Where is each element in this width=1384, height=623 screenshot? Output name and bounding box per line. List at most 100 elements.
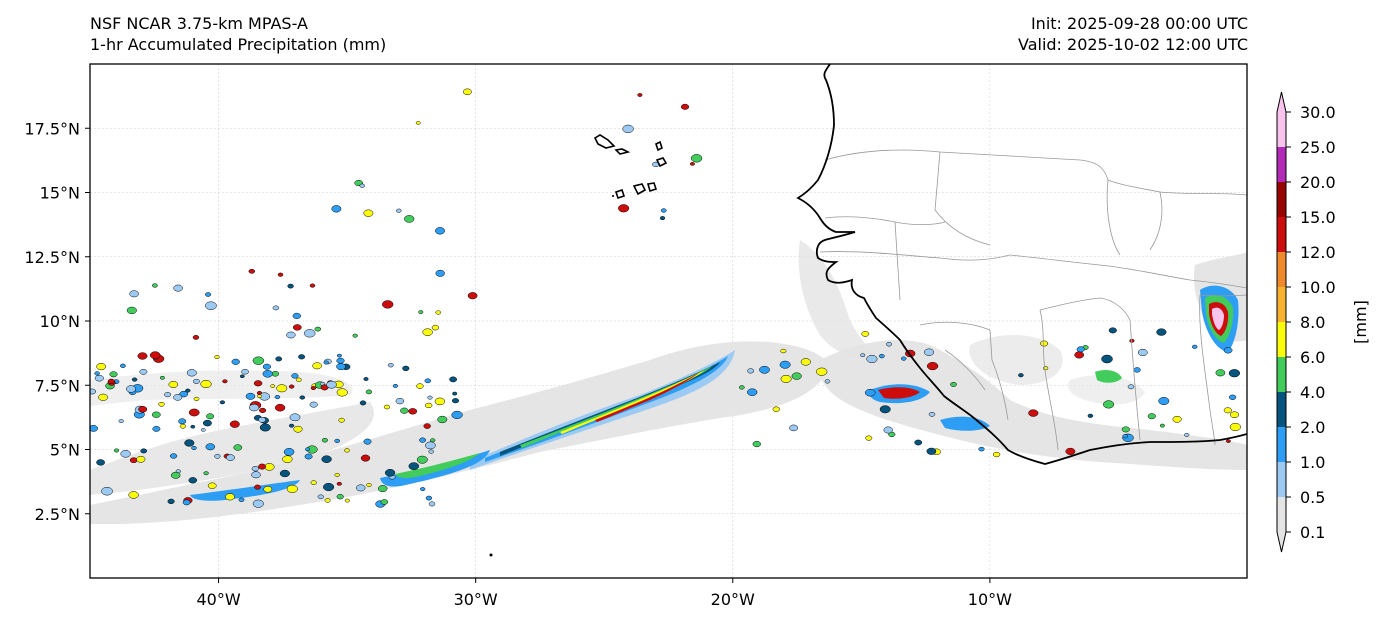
precip-cell <box>336 357 345 364</box>
precip-cell <box>314 326 322 332</box>
precip-cell <box>295 377 302 382</box>
lat-tick-label: 15°N <box>40 184 80 203</box>
precip-cell <box>321 455 332 463</box>
precip-cell <box>101 486 113 496</box>
precip-cell <box>422 328 433 336</box>
precip-cell <box>437 415 448 424</box>
precip-cell <box>824 379 831 384</box>
precip-cell <box>185 388 191 393</box>
precip-cell <box>159 375 165 380</box>
colorbar-tick-label: 20.0 <box>1300 173 1336 192</box>
precip-cell <box>309 401 318 408</box>
precip-cell <box>222 379 228 384</box>
precip-cell <box>377 485 388 493</box>
precip-cell <box>279 469 290 478</box>
precip-cell <box>425 441 436 450</box>
precip-cell <box>298 354 306 360</box>
precip-cell <box>355 484 366 492</box>
precip-cell <box>251 466 259 472</box>
colorbar-unit-label: [mm] <box>1351 300 1370 344</box>
precip-cell <box>272 305 280 311</box>
precip-cell <box>1228 369 1241 378</box>
precip-cell <box>878 353 885 359</box>
precip-cell <box>690 154 703 163</box>
precip-cell <box>359 400 367 406</box>
precip-cell <box>289 413 301 422</box>
precip-cell <box>336 494 344 500</box>
precip-cell <box>336 363 346 371</box>
precip-cell <box>416 455 428 464</box>
precip-cell <box>428 501 436 507</box>
lat-tick-label: 10°N <box>40 312 80 331</box>
precip-cell <box>205 443 216 451</box>
precip-cell <box>1184 432 1190 437</box>
colorbar-segment <box>1277 112 1286 147</box>
lon-tick-label: 20°W <box>711 590 755 609</box>
precip-cell <box>200 379 212 389</box>
colorbar-segment <box>1277 322 1286 357</box>
precip-cell <box>120 363 126 368</box>
precip-cell <box>259 423 271 432</box>
precip-cell <box>344 448 350 453</box>
lat-tick-label: 5°N <box>50 441 80 460</box>
precip-cell <box>336 353 342 358</box>
precip-cell <box>365 389 373 395</box>
precip-cell <box>420 487 426 492</box>
precip-cell <box>253 380 263 387</box>
precip-cell <box>404 215 415 223</box>
valid-time: Valid: 2025-10-02 12:00 UTC <box>1017 35 1248 54</box>
precip-cell <box>864 388 876 397</box>
precip-cell <box>1040 340 1049 347</box>
precip-cell <box>286 484 298 493</box>
colorbar-tick-label: 25.0 <box>1300 138 1336 157</box>
lon-tick-label: 10°W <box>968 590 1012 609</box>
precip-cell <box>317 494 324 500</box>
precip-cell <box>402 365 410 372</box>
precip-cell <box>338 417 345 423</box>
precip-cell <box>689 162 695 166</box>
precip-cell <box>109 371 118 378</box>
precip-cell <box>126 385 136 393</box>
precip-cell <box>1018 373 1024 378</box>
precip-cell <box>262 363 271 370</box>
precip-cell <box>90 388 97 395</box>
precip-cell <box>1156 328 1167 336</box>
precip-cell <box>202 419 212 427</box>
precip-cell <box>1158 397 1170 405</box>
colorbar-segment <box>1277 462 1286 497</box>
precip-cell <box>188 477 198 484</box>
colorbar-segment <box>1277 217 1286 252</box>
precip-cell <box>789 424 799 432</box>
precip-cell <box>206 413 215 420</box>
precip-cell <box>274 395 281 400</box>
precip-cell <box>276 384 288 393</box>
precip-cell <box>865 435 873 441</box>
precip-cell <box>96 459 105 466</box>
colorbar-segment <box>1277 287 1286 322</box>
precip-cell <box>434 397 446 406</box>
precip-cell <box>408 408 418 415</box>
precip-cell <box>326 380 337 389</box>
precip-cell <box>334 438 341 443</box>
precip-cell <box>395 397 405 405</box>
precip-cell <box>113 448 120 453</box>
precip-cell <box>258 416 266 423</box>
precip-cell <box>923 348 935 356</box>
precip-cell <box>152 283 158 288</box>
precip-cell <box>94 371 100 376</box>
colorbar-tick-label: 2.0 <box>1300 418 1325 437</box>
precip-cell <box>779 360 791 369</box>
precip-cell <box>336 388 348 397</box>
precip-cell <box>780 348 787 354</box>
precip-cell <box>249 403 260 412</box>
precip-cell <box>1074 351 1085 359</box>
precip-cell <box>286 331 296 339</box>
precip-cell <box>866 354 878 364</box>
precip-cell <box>344 498 350 503</box>
precip-cell <box>430 438 436 443</box>
precip-cell <box>1065 447 1076 455</box>
colorbar-segment <box>1277 182 1286 217</box>
colorbar-tick-label: 4.0 <box>1300 383 1325 402</box>
precip-cell <box>637 93 643 97</box>
precip-cell <box>188 408 200 417</box>
